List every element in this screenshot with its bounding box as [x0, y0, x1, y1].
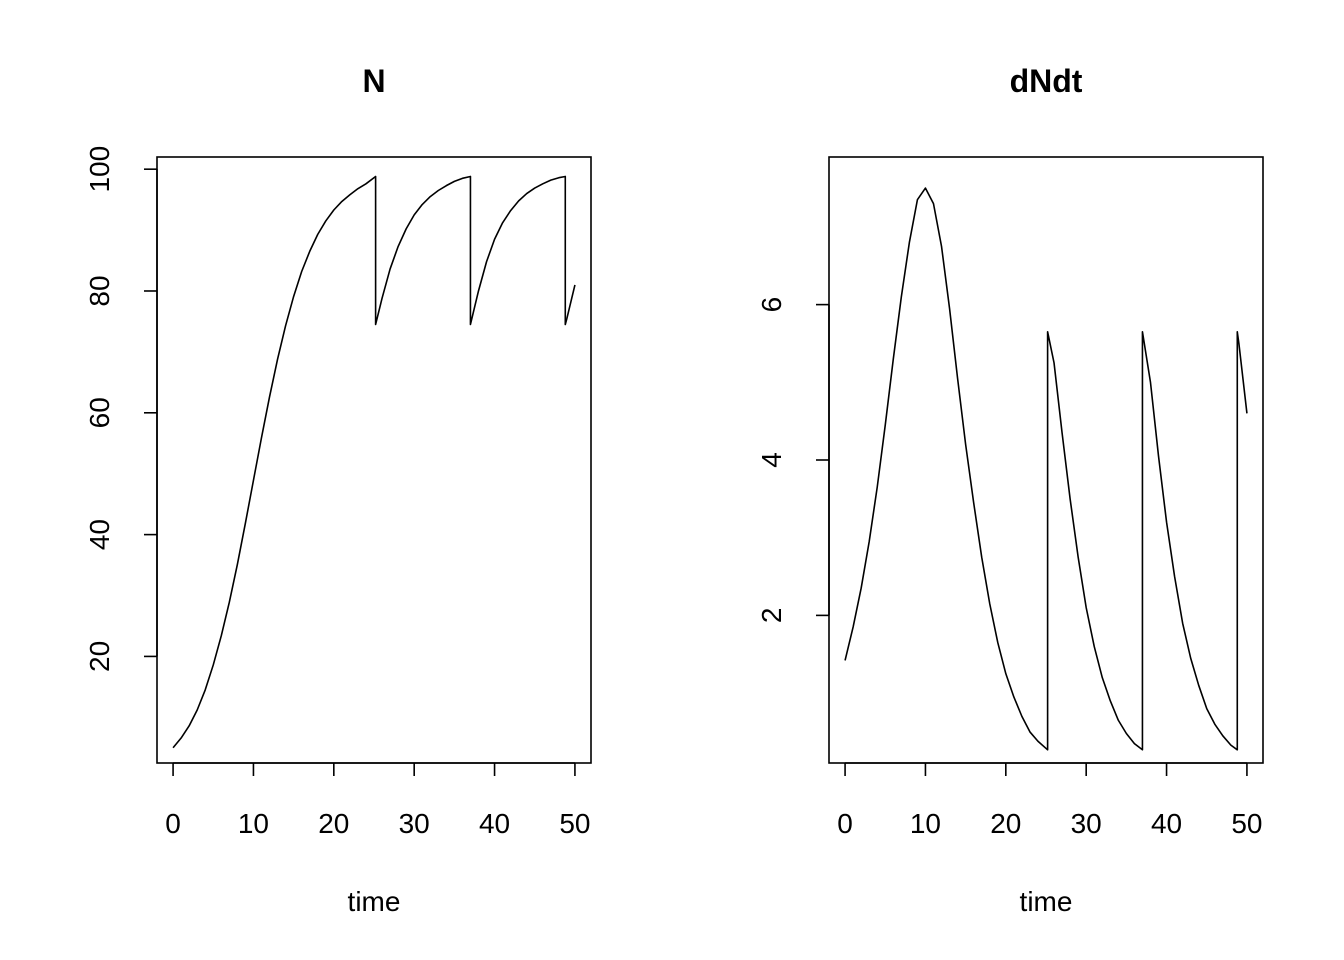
x-tick-label: 40 [479, 808, 510, 839]
y-tick-label: 100 [84, 146, 115, 193]
x-axis-label: time [348, 886, 401, 917]
chart-title: N [362, 63, 385, 99]
series-line [172, 175, 576, 749]
plot-frame [828, 156, 1264, 764]
x-tick-label: 50 [1231, 808, 1262, 839]
series-line [844, 187, 1248, 751]
y-tick-label: 4 [756, 452, 787, 468]
y-tick-label: 20 [84, 641, 115, 672]
x-tick-label: 50 [559, 808, 590, 839]
plot-frame [156, 156, 592, 764]
panel-right: dNdt 0 10 20 30 40 50 2 4 6 time [756, 63, 1264, 917]
x-tick-label: 20 [990, 808, 1021, 839]
x-tick-label: 0 [165, 808, 181, 839]
x-tick-label: 10 [238, 808, 269, 839]
chart-title: dNdt [1010, 63, 1083, 99]
y-tick-label: 80 [84, 275, 115, 306]
y-tick-label: 60 [84, 397, 115, 428]
x-tick-label: 30 [399, 808, 430, 839]
y-tick-label: 2 [756, 608, 787, 624]
x-tick-label: 20 [318, 808, 349, 839]
panel-left: N 0 10 20 30 40 50 20 40 60 80 100 time [84, 63, 592, 917]
x-axis-label: time [1020, 886, 1073, 917]
x-tick-label: 30 [1071, 808, 1102, 839]
y-tick-label: 6 [756, 297, 787, 313]
x-tick-label: 0 [837, 808, 853, 839]
y-tick-label: 40 [84, 519, 115, 550]
x-tick-label: 40 [1151, 808, 1182, 839]
x-tick-label: 10 [910, 808, 941, 839]
